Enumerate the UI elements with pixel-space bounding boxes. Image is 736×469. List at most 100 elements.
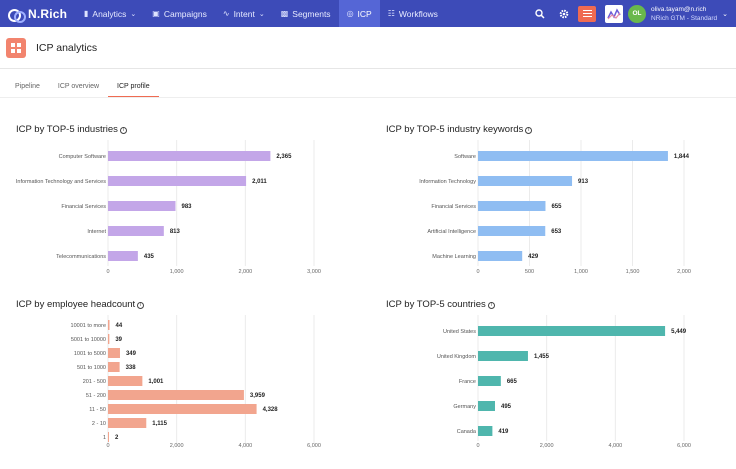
signal-icon: ∿: [222, 9, 230, 18]
tab-pipeline[interactable]: Pipeline: [15, 83, 40, 90]
value-label: 2,365: [276, 154, 292, 160]
tab-icp-profile[interactable]: ICP profile: [108, 80, 159, 98]
category-label: Information Technology: [419, 179, 476, 185]
nav-item-label: ICP: [357, 8, 372, 19]
x-tick-label: 0: [476, 269, 479, 275]
nav-item-label: Intent: [233, 8, 255, 19]
logo-mark-icon: [8, 7, 26, 23]
value-label: 338: [126, 365, 137, 371]
bar[interactable]: [108, 226, 164, 236]
menu-line: [582, 16, 592, 18]
info-icon[interactable]: i: [487, 302, 495, 309]
chart-title-text: ICP by TOP-5 countries: [386, 299, 486, 310]
category-label: Computer Software: [59, 154, 106, 160]
x-tick-label: 2,000: [540, 443, 554, 449]
value-label: 655: [551, 204, 562, 210]
bar[interactable]: [108, 348, 120, 358]
bar[interactable]: [108, 390, 244, 400]
value-label: 5,449: [671, 329, 687, 335]
value-label: 429: [528, 254, 539, 260]
nav-item-segments[interactable]: ▩ Segments: [273, 0, 339, 27]
value-label: 2,011: [252, 179, 267, 185]
nav-item-icp[interactable]: ◎ ICP: [338, 0, 380, 27]
bar[interactable]: [478, 251, 523, 261]
x-tick-label: 0: [476, 443, 479, 449]
info-icon[interactable]: i: [119, 127, 127, 134]
logo[interactable]: N.Rich: [0, 0, 76, 27]
nav-item-campaigns[interactable]: ▣ Campaigns: [144, 0, 215, 27]
category-label: 501 to 1000: [77, 365, 106, 371]
category-label: Artificial Intelligence: [427, 229, 476, 235]
workflow-icon: ☷: [387, 9, 395, 18]
tab-divider: [0, 97, 736, 98]
category-label: United States: [443, 329, 476, 335]
bar[interactable]: [108, 404, 257, 414]
value-label: 665: [507, 379, 518, 385]
category-label: Software: [454, 154, 476, 160]
bar-chart-icon: ▮: [84, 9, 89, 18]
info-icon[interactable]: i: [525, 127, 533, 134]
category-label: 1001 to 5000: [74, 351, 106, 357]
bar[interactable]: [108, 334, 110, 344]
bar[interactable]: [478, 151, 668, 161]
value-label: 2: [115, 435, 119, 441]
nav-item-label: Campaigns: [163, 8, 207, 19]
bar[interactable]: [108, 201, 176, 211]
x-tick-label: 6,000: [677, 443, 691, 449]
category-label: Machine Learning: [432, 254, 476, 260]
nav-item-analytics[interactable]: ▮ Analytics ⌄: [76, 0, 144, 27]
bar[interactable]: [478, 201, 546, 211]
nav-items: ▮ Analytics ⌄ ▣ Campaigns ∿ Intent ⌄ ▩ S…: [76, 0, 446, 27]
category-label: 201 - 500: [83, 379, 106, 385]
x-tick-label: 1,000: [574, 269, 588, 275]
chevron-down-icon[interactable]: ⌄: [722, 10, 728, 18]
bar[interactable]: [108, 320, 110, 330]
bar[interactable]: [108, 151, 271, 161]
settings-button[interactable]: [554, 4, 574, 24]
bar[interactable]: [478, 426, 493, 436]
category-label: 10001 to more: [71, 323, 106, 329]
category-label: United Kingdom: [437, 354, 477, 360]
x-tick-label: 2,000: [677, 269, 691, 275]
bar[interactable]: [478, 376, 501, 386]
nav-item-label: Workflows: [398, 8, 438, 19]
nav-item-workflows[interactable]: ☷ Workflows: [380, 0, 446, 27]
bar[interactable]: [108, 251, 138, 261]
bar[interactable]: [108, 432, 109, 442]
search-icon: [535, 8, 545, 19]
company-logo[interactable]: [605, 4, 624, 23]
chart-headcount: 0 2,000 4,000 6,000 10001 to more 44 5001 to 1…: [71, 315, 321, 449]
x-tick-label: 1,500: [626, 269, 640, 275]
menu-button[interactable]: [578, 5, 597, 22]
user-info[interactable]: oliva.tayam@n.rich NRich GTM - Standard: [651, 5, 717, 23]
chevron-down-icon: ⌄: [130, 10, 137, 18]
nav-right: OL oliva.tayam@n.rich NRich GTM - Standa…: [530, 0, 736, 27]
x-tick-label: 4,000: [608, 443, 622, 449]
bar[interactable]: [478, 401, 495, 411]
bar[interactable]: [478, 326, 666, 336]
bar[interactable]: [478, 176, 573, 186]
bar[interactable]: [478, 226, 546, 236]
search-button[interactable]: [530, 4, 550, 24]
bar[interactable]: [108, 176, 247, 186]
gear-icon: [559, 9, 569, 18]
value-label: 3,959: [250, 393, 266, 399]
bar[interactable]: [108, 376, 143, 386]
value-label: 1,844: [674, 154, 690, 160]
nav-item-intent[interactable]: ∿ Intent ⌄: [215, 0, 273, 27]
value-label: 813: [170, 229, 181, 235]
top-nav: N.Rich ▮ Analytics ⌄ ▣ Campaigns ∿ Inten…: [0, 0, 736, 27]
tab-icp-overview[interactable]: ICP overview: [57, 83, 100, 90]
bar[interactable]: [108, 418, 147, 428]
bar[interactable]: [478, 351, 528, 361]
category-label: France: [459, 379, 476, 385]
avatar[interactable]: OL: [628, 4, 647, 23]
user-plan: NRich GTM - Standard: [651, 14, 718, 22]
category-label: 11 - 50: [89, 407, 106, 413]
menu-line: [582, 12, 592, 15]
bar[interactable]: [108, 362, 120, 372]
value-label: 1,001: [148, 379, 164, 385]
info-icon[interactable]: i: [137, 302, 145, 309]
value-label: 44: [116, 323, 123, 329]
value-label: 349: [126, 351, 137, 357]
